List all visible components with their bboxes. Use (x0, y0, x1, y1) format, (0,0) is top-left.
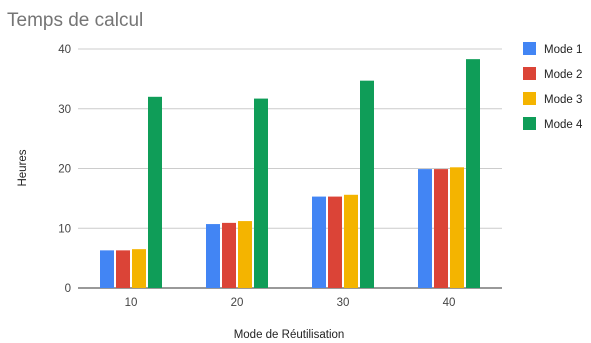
bar-mode-2-10 (116, 250, 130, 288)
legend-swatch (523, 42, 536, 55)
bar-mode-1-30 (312, 196, 326, 288)
legend-swatch (523, 117, 536, 130)
bar-mode-1-20 (206, 224, 220, 288)
x-tick-label: 40 (443, 297, 456, 309)
bar-mode-2-30 (328, 196, 342, 288)
bars (100, 59, 480, 288)
legend-label: Mode 4 (544, 119, 583, 131)
y-tick-label: 0 (65, 283, 71, 295)
y-tick-label: 30 (58, 104, 71, 116)
bar-mode-2-20 (222, 222, 236, 288)
x-tick-label: 10 (125, 297, 138, 309)
bar-mode-4-20 (254, 98, 268, 288)
x-axis-ticks: 10 20 30 40 (125, 297, 456, 309)
y-tick-label: 10 (58, 223, 71, 235)
bar-mode-4-10 (148, 96, 162, 288)
y-tick-label: 20 (58, 164, 71, 176)
bar-mode-2-40 (434, 169, 448, 288)
x-axis-label: Mode de Réutilisation (234, 329, 345, 341)
y-axis-ticks: 0 10 20 30 40 (58, 44, 71, 295)
legend-swatch (523, 92, 536, 105)
legend-label: Mode 1 (544, 44, 582, 56)
legend-swatch (523, 67, 536, 80)
bar-mode-3-40 (450, 167, 464, 288)
bar-mode-3-20 (238, 221, 252, 288)
bar-mode-3-10 (132, 249, 146, 288)
bar-mode-4-30 (360, 80, 374, 288)
y-tick-label: 40 (58, 44, 71, 56)
x-tick-label: 20 (231, 297, 244, 309)
x-tick-label: 30 (337, 297, 350, 309)
y-axis-label: Heures (17, 149, 29, 186)
bar-mode-1-40 (418, 169, 432, 288)
chart-title: Temps de calcul (7, 10, 143, 31)
bar-mode-4-40 (466, 59, 480, 288)
bar-mode-3-30 (344, 194, 358, 288)
legend-label: Mode 2 (544, 69, 582, 81)
bar-mode-1-10 (100, 250, 114, 288)
legend: Mode 1 Mode 2 Mode 3 Mode 4 (523, 42, 583, 131)
legend-label: Mode 3 (544, 94, 582, 106)
